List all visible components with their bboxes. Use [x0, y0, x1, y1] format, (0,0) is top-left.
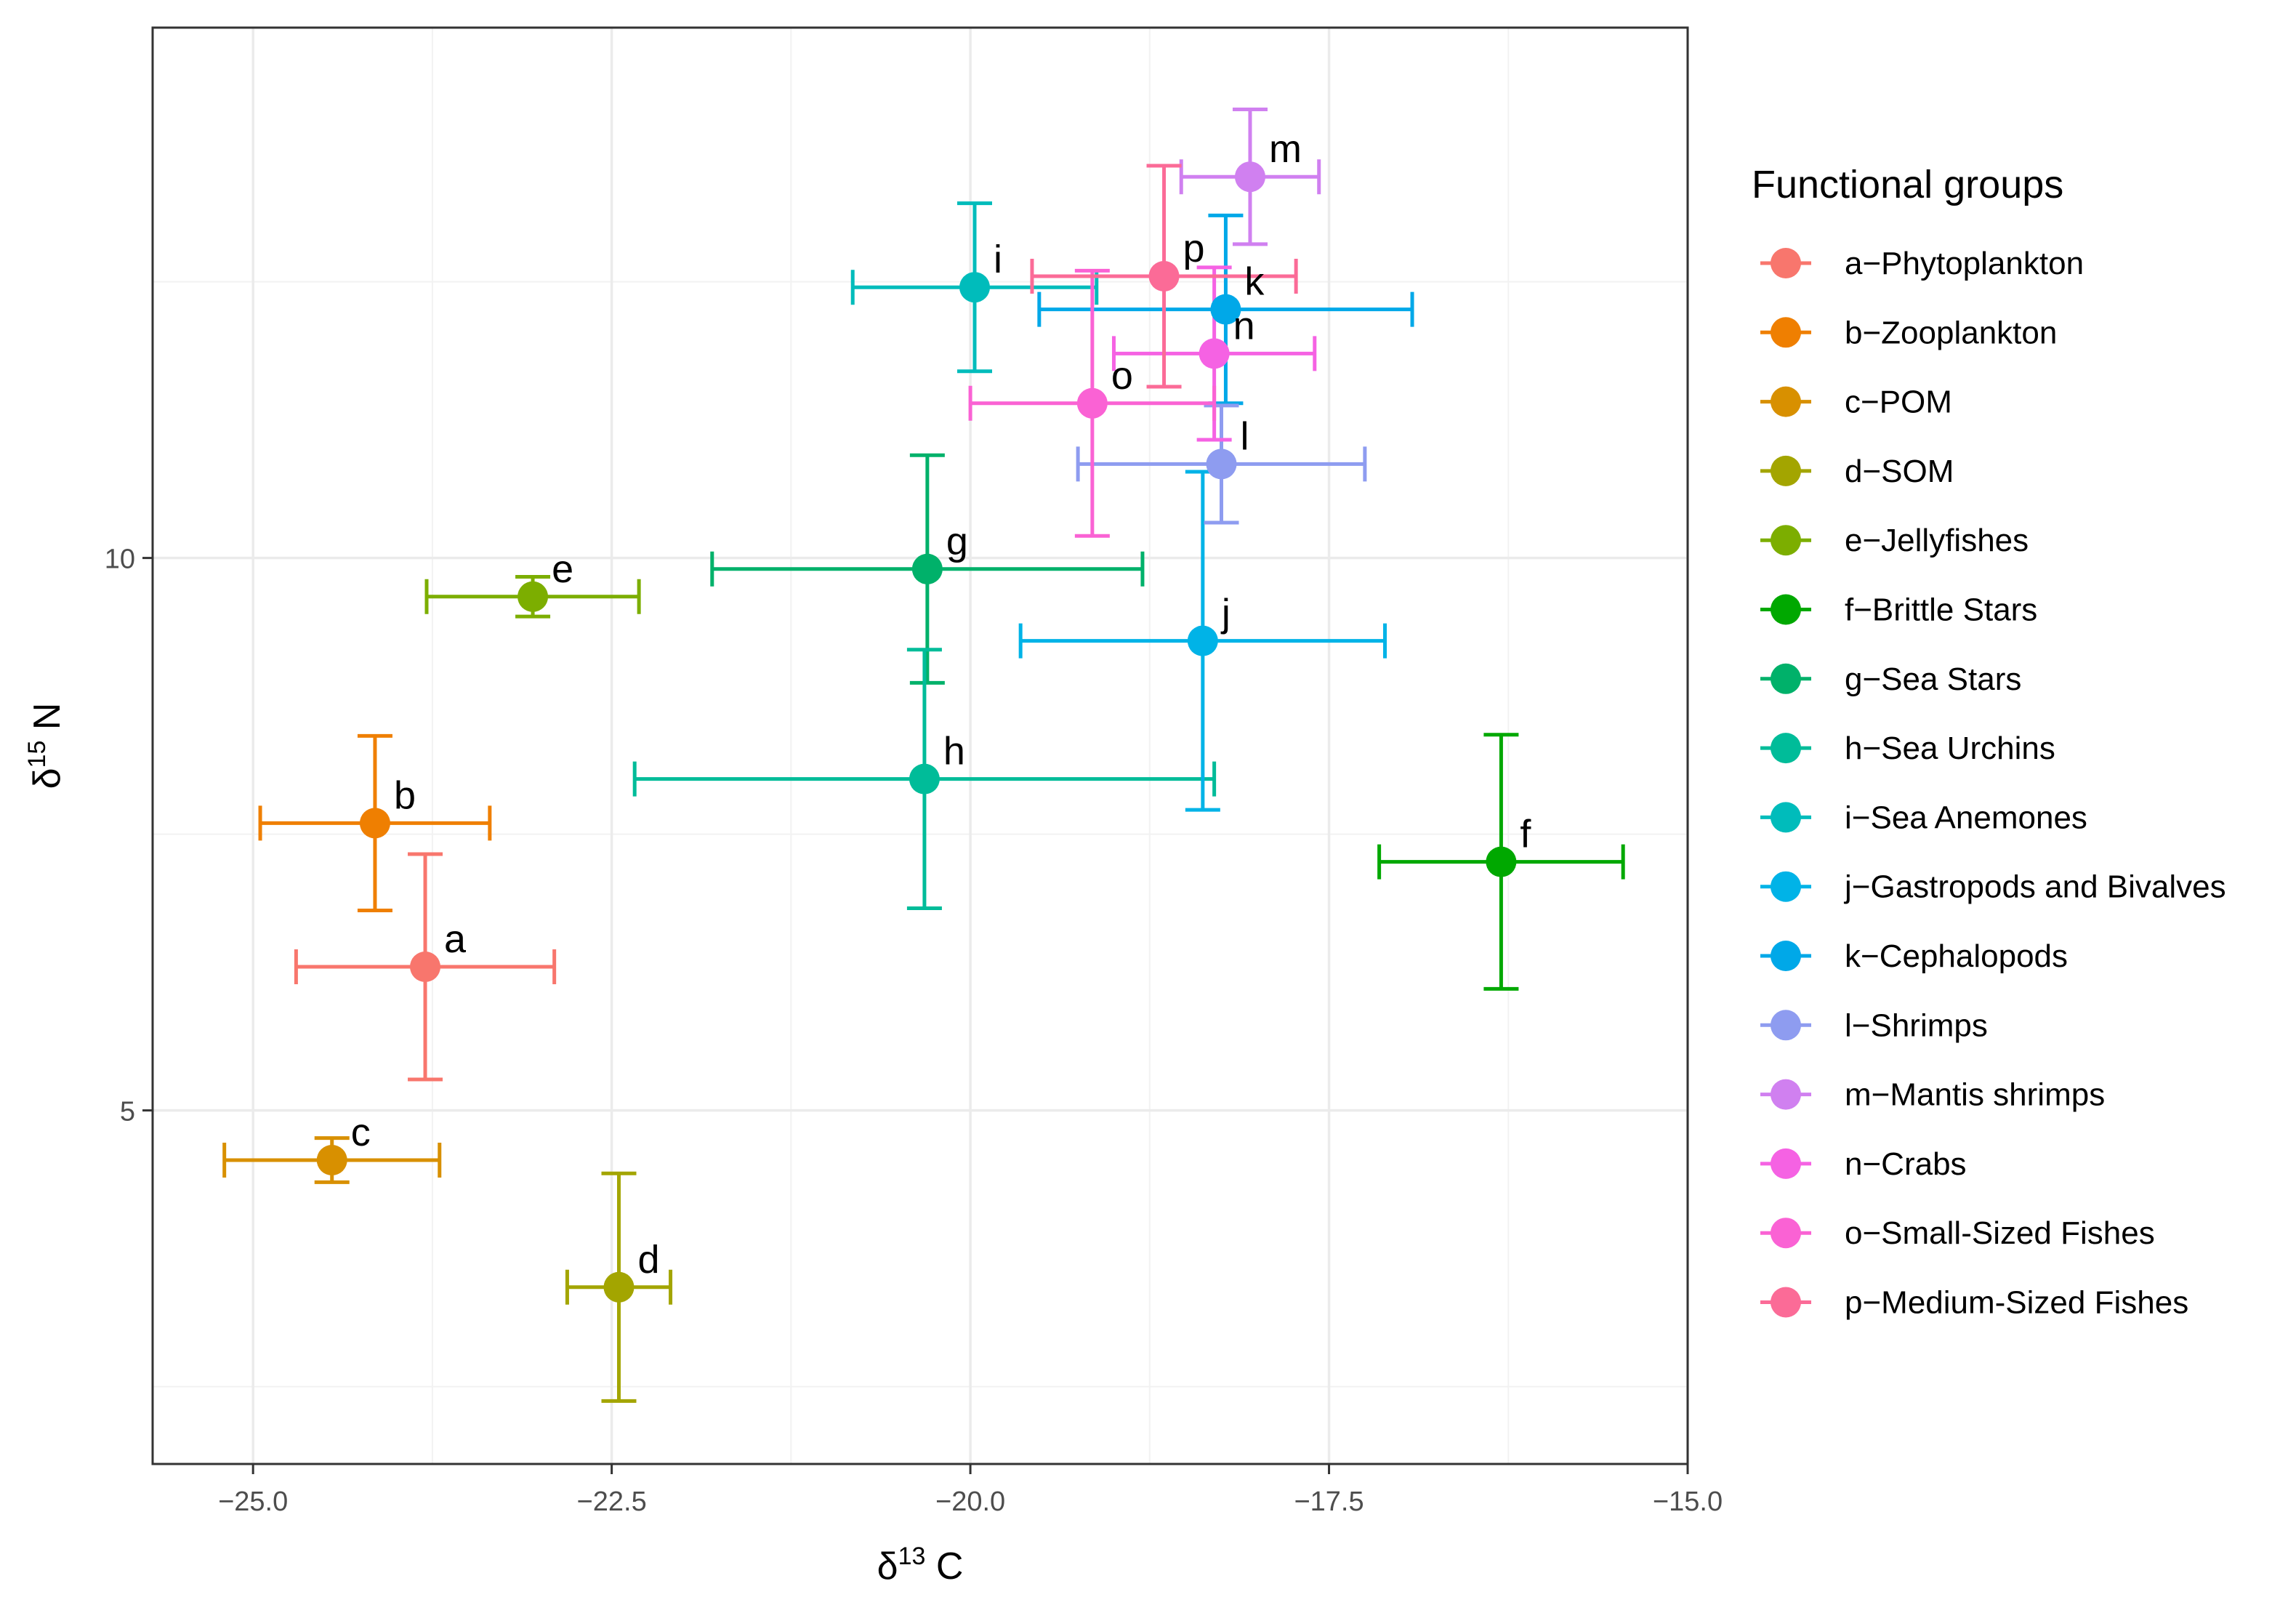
- legend-swatch-m: [1771, 1079, 1801, 1110]
- legend-label-j: j−Gastropods and Bivalves: [1843, 869, 2226, 905]
- legend-label-l: l−Shrimps: [1845, 1007, 1988, 1043]
- data-point-c: [316, 1145, 347, 1175]
- legend-label-h: h−Sea Urchins: [1845, 731, 2055, 766]
- legend-swatch-e: [1771, 525, 1801, 556]
- data-point-l: [1206, 448, 1237, 480]
- label-layer: a b c d e f g h i j k l m n o p: [351, 127, 1532, 1282]
- data-point-j: [1187, 625, 1218, 656]
- legend-swatch-n: [1771, 1148, 1801, 1179]
- axis-layer: −25.0 −22.5 −20.0 −17.5 −15.0 5 10 δ13 C δ15 N: [23, 544, 1723, 1588]
- data-point-a: [410, 952, 441, 982]
- point-label-j: j: [1220, 592, 1230, 635]
- legend-item-o: o−Small-Sized Fishes: [1760, 1215, 2155, 1251]
- x-tick-label: −25.0: [218, 1487, 288, 1517]
- legend-swatch-o: [1771, 1218, 1801, 1249]
- legend-swatch-l: [1771, 1010, 1801, 1041]
- point-label-k: k: [1244, 260, 1265, 304]
- legend-swatch-a: [1771, 248, 1801, 278]
- x-tick-label: −17.5: [1294, 1487, 1363, 1517]
- data-point-p: [1148, 261, 1180, 291]
- legend-item-f: f−Brittle Stars: [1760, 592, 2037, 628]
- point-label-m: m: [1269, 127, 1302, 171]
- data-point-n: [1199, 338, 1230, 369]
- x-tick-label: −15.0: [1653, 1487, 1723, 1517]
- legend-item-c: c−POM: [1760, 385, 1952, 420]
- point-label-i: i: [994, 238, 1002, 281]
- legend-item-j: j−Gastropods and Bivalves: [1760, 869, 2226, 905]
- data-point-g: [911, 553, 943, 584]
- data-point-o: [1076, 387, 1108, 419]
- point-label-e: e: [552, 547, 573, 591]
- x-tick-label: −20.0: [935, 1487, 1005, 1517]
- legend-swatch-p: [1771, 1287, 1801, 1318]
- legend-label-a: a−Phytoplankton: [1845, 246, 2084, 281]
- legend-swatch-k: [1771, 941, 1801, 971]
- legend-swatch-j: [1771, 871, 1801, 902]
- legend-swatch-c: [1771, 386, 1801, 417]
- legend-item-a: a−Phytoplankton: [1760, 246, 2084, 281]
- point-label-c: c: [351, 1111, 371, 1154]
- legend-label-e: e−Jellyfishes: [1845, 523, 2029, 558]
- legend-item-e: e−Jellyfishes: [1760, 523, 2029, 558]
- legend-item-d: d−SOM: [1760, 454, 1954, 489]
- legend-label-k: k−Cephalopods: [1845, 938, 2068, 974]
- data-point-m: [1234, 161, 1265, 193]
- point-label-p: p: [1183, 227, 1205, 270]
- plot-border: [151, 26, 1689, 1465]
- legend-label-p: p−Medium-Sized Fishes: [1845, 1285, 2188, 1321]
- point-label-g: g: [946, 520, 968, 563]
- legend-item-l: l−Shrimps: [1760, 1007, 1988, 1043]
- x-axis-title: δ13 C: [877, 1542, 964, 1588]
- data-point-k: [1210, 294, 1241, 325]
- legend-swatch-f: [1771, 594, 1801, 625]
- point-layer: [316, 161, 1517, 1303]
- legend-swatch-i: [1771, 802, 1801, 833]
- point-label-n: n: [1233, 304, 1255, 347]
- legend: Functional groups a−Phytoplankton b−Zoopla…: [1752, 163, 2226, 1321]
- legend-label-m: m−Mantis shrimps: [1845, 1077, 2105, 1113]
- point-label-f: f: [1520, 813, 1531, 856]
- legend-label-i: i−Sea Anemones: [1845, 800, 2087, 835]
- point-label-h: h: [943, 730, 965, 773]
- y-axis-title: δ15 N: [23, 703, 68, 789]
- point-label-a: a: [444, 917, 467, 961]
- y-tick-label: 10: [105, 544, 135, 575]
- legend-label-d: d−SOM: [1845, 454, 1954, 489]
- x-tick-label: −22.5: [577, 1487, 647, 1517]
- point-label-l: l: [1241, 414, 1249, 458]
- legend-item-p: p−Medium-Sized Fishes: [1760, 1285, 2188, 1321]
- legend-swatch-d: [1771, 455, 1801, 486]
- legend-item-b: b−Zooplankton: [1760, 315, 2057, 350]
- point-label-o: o: [1111, 354, 1133, 398]
- legend-label-g: g−Sea Stars: [1845, 661, 2021, 697]
- data-point-b: [359, 808, 390, 839]
- data-point-h: [909, 763, 940, 795]
- legend-label-b: b−Zooplankton: [1845, 315, 2057, 350]
- legend-swatch-h: [1771, 733, 1801, 764]
- legend-item-n: n−Crabs: [1760, 1146, 1967, 1182]
- data-point-e: [517, 581, 549, 612]
- legend-swatch-g: [1771, 663, 1801, 694]
- legend-item-g: g−Sea Stars: [1760, 661, 2021, 697]
- legend-label-f: f−Brittle Stars: [1845, 592, 2037, 628]
- data-point-f: [1486, 846, 1517, 877]
- y-tick-label: 5: [120, 1097, 135, 1127]
- point-label-d: d: [637, 1238, 659, 1282]
- legend-item-k: k−Cephalopods: [1760, 938, 2068, 974]
- legend-item-m: m−Mantis shrimps: [1760, 1077, 2105, 1113]
- legend-title: Functional groups: [1752, 163, 2063, 206]
- legend-label-c: c−POM: [1845, 385, 1952, 420]
- legend-label-n: n−Crabs: [1845, 1146, 1967, 1182]
- legend-item-i: i−Sea Anemones: [1760, 800, 2087, 835]
- legend-label-o: o−Small-Sized Fishes: [1845, 1215, 2155, 1251]
- legend-item-h: h−Sea Urchins: [1760, 731, 2055, 766]
- data-point-i: [959, 272, 991, 303]
- legend-swatch-b: [1771, 317, 1801, 348]
- data-point-d: [603, 1271, 635, 1303]
- point-label-b: b: [394, 773, 416, 817]
